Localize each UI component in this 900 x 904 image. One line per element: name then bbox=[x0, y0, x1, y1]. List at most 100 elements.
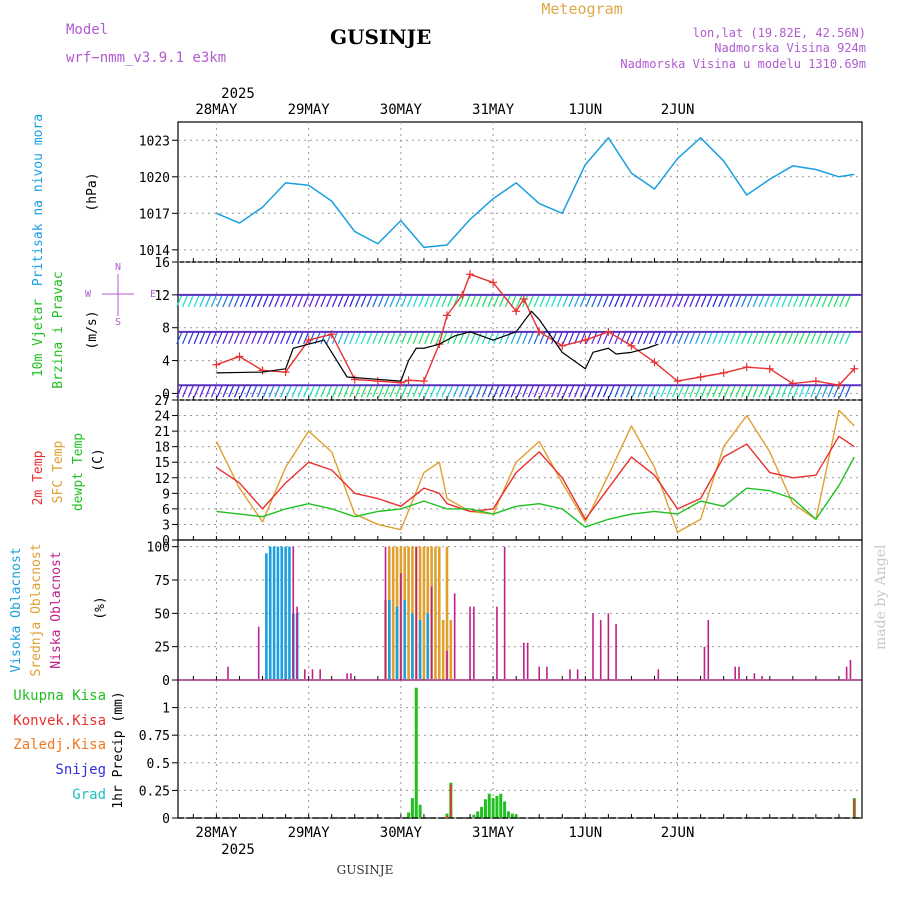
wind-barb bbox=[389, 294, 396, 308]
wind-barb bbox=[620, 331, 627, 345]
wind-barb bbox=[729, 384, 736, 398]
wind-barb bbox=[458, 294, 465, 308]
wind-barb bbox=[205, 331, 212, 345]
cloud-bar-visoka bbox=[388, 600, 391, 679]
xday-label-bottom: 31MAY bbox=[472, 825, 515, 841]
wind-barb bbox=[291, 331, 298, 345]
cloud-bar-niska bbox=[592, 613, 594, 679]
cloud-bar-visoka bbox=[276, 546, 280, 679]
wind-barb bbox=[625, 384, 632, 398]
wind-barb bbox=[585, 294, 592, 308]
wind-barb bbox=[354, 331, 362, 345]
wind-barb bbox=[637, 384, 644, 398]
panel-frame bbox=[177, 121, 863, 263]
legend-freezing-rain: Zaledj.Kisa bbox=[13, 737, 106, 753]
wind-barb bbox=[233, 331, 241, 345]
wind-barb bbox=[545, 384, 552, 398]
wind-barb bbox=[568, 331, 575, 345]
wind-barb bbox=[648, 384, 656, 398]
panel-frame bbox=[177, 679, 863, 819]
cloud-ylabel-low: Niska Oblacnost bbox=[49, 551, 64, 668]
wind-barb bbox=[718, 331, 725, 345]
cloud-bar-niska bbox=[599, 620, 602, 679]
wind-barb bbox=[810, 331, 817, 345]
wind-barb bbox=[395, 331, 402, 345]
cloud-bar-srednja bbox=[422, 546, 426, 679]
wind-barb bbox=[666, 331, 673, 345]
wind-barb bbox=[602, 331, 609, 345]
ytick-label: 100 bbox=[147, 541, 170, 556]
wind-barb bbox=[395, 294, 402, 308]
wind-barb bbox=[251, 331, 258, 345]
wind-barb bbox=[256, 294, 264, 308]
cloud-bar-visoka bbox=[268, 546, 272, 679]
wind-barb bbox=[591, 294, 598, 308]
ytick-label: 0.75 bbox=[139, 729, 170, 744]
wind-barb bbox=[487, 294, 494, 308]
wind-barb bbox=[510, 331, 517, 345]
ytick-label: 12 bbox=[154, 289, 170, 304]
wind-barb bbox=[810, 384, 817, 398]
wind-barb bbox=[343, 294, 350, 308]
precip-bar-total bbox=[491, 798, 495, 818]
wind-barb bbox=[268, 331, 275, 345]
wind-barb bbox=[291, 294, 298, 308]
cloud-bar-visoka bbox=[411, 613, 414, 679]
wind-barb bbox=[683, 384, 690, 398]
wind-barb bbox=[435, 384, 442, 398]
wind-barb bbox=[447, 384, 454, 398]
wind-barb bbox=[360, 331, 367, 345]
wind-barb bbox=[712, 331, 719, 345]
wind-barb bbox=[660, 331, 667, 345]
cloud-bar-visoka bbox=[280, 546, 284, 679]
cloud-bar-niska bbox=[503, 546, 506, 679]
wind-barb bbox=[337, 384, 344, 398]
wind-barb bbox=[660, 294, 667, 308]
ytick-label: 4 bbox=[162, 355, 170, 370]
cloud-bar-srednja bbox=[434, 546, 437, 679]
wind-barb bbox=[654, 384, 661, 398]
temp-ylabel-dewpt: dewpt Temp bbox=[71, 433, 86, 511]
wind-barb bbox=[625, 294, 632, 308]
wind-barb bbox=[591, 331, 598, 345]
wind-barb bbox=[787, 384, 794, 398]
wind-barb bbox=[585, 331, 592, 345]
wind-barb bbox=[406, 294, 413, 308]
cloud-bar-niska bbox=[304, 669, 306, 679]
wind-barb bbox=[228, 331, 235, 345]
wind-barb bbox=[406, 331, 413, 345]
precip-bar-total bbox=[480, 806, 484, 818]
cloud-bar-niska bbox=[615, 624, 617, 679]
wind-barb bbox=[539, 294, 546, 308]
wind-barb bbox=[262, 331, 269, 345]
wind-barb bbox=[239, 294, 246, 308]
cloud-bar-niska bbox=[469, 606, 471, 679]
plot-area: 1014101710201023048121603691215182124270… bbox=[139, 102, 863, 841]
wind-barb bbox=[781, 294, 788, 308]
wind-barb bbox=[620, 294, 627, 308]
precip-bar-convective bbox=[446, 815, 448, 818]
ytick-label: 21 bbox=[154, 425, 170, 440]
precip-bar-convective bbox=[853, 799, 856, 818]
wind-barb bbox=[395, 384, 402, 398]
cloud-bar-srednja bbox=[407, 546, 410, 679]
ytick-label: 75 bbox=[154, 574, 170, 589]
wind-barb bbox=[781, 384, 788, 398]
wind-barb bbox=[793, 384, 800, 398]
wind-barb bbox=[193, 384, 200, 398]
wind-barb bbox=[205, 384, 212, 398]
wind-barb bbox=[366, 294, 373, 308]
wind-barb bbox=[752, 384, 759, 398]
wind-barb bbox=[210, 294, 217, 308]
wind-barb bbox=[718, 294, 725, 308]
wind-barb bbox=[550, 384, 558, 398]
wind-barb bbox=[337, 331, 344, 345]
wind-barb bbox=[712, 294, 719, 308]
wind-barb bbox=[401, 294, 408, 308]
wind-barb bbox=[764, 384, 771, 398]
wind-barb bbox=[187, 294, 194, 308]
model-name: wrf−nmm_v3.9.1 e3km bbox=[66, 50, 226, 66]
wind-barb bbox=[516, 294, 523, 308]
wind-barb bbox=[349, 294, 356, 308]
